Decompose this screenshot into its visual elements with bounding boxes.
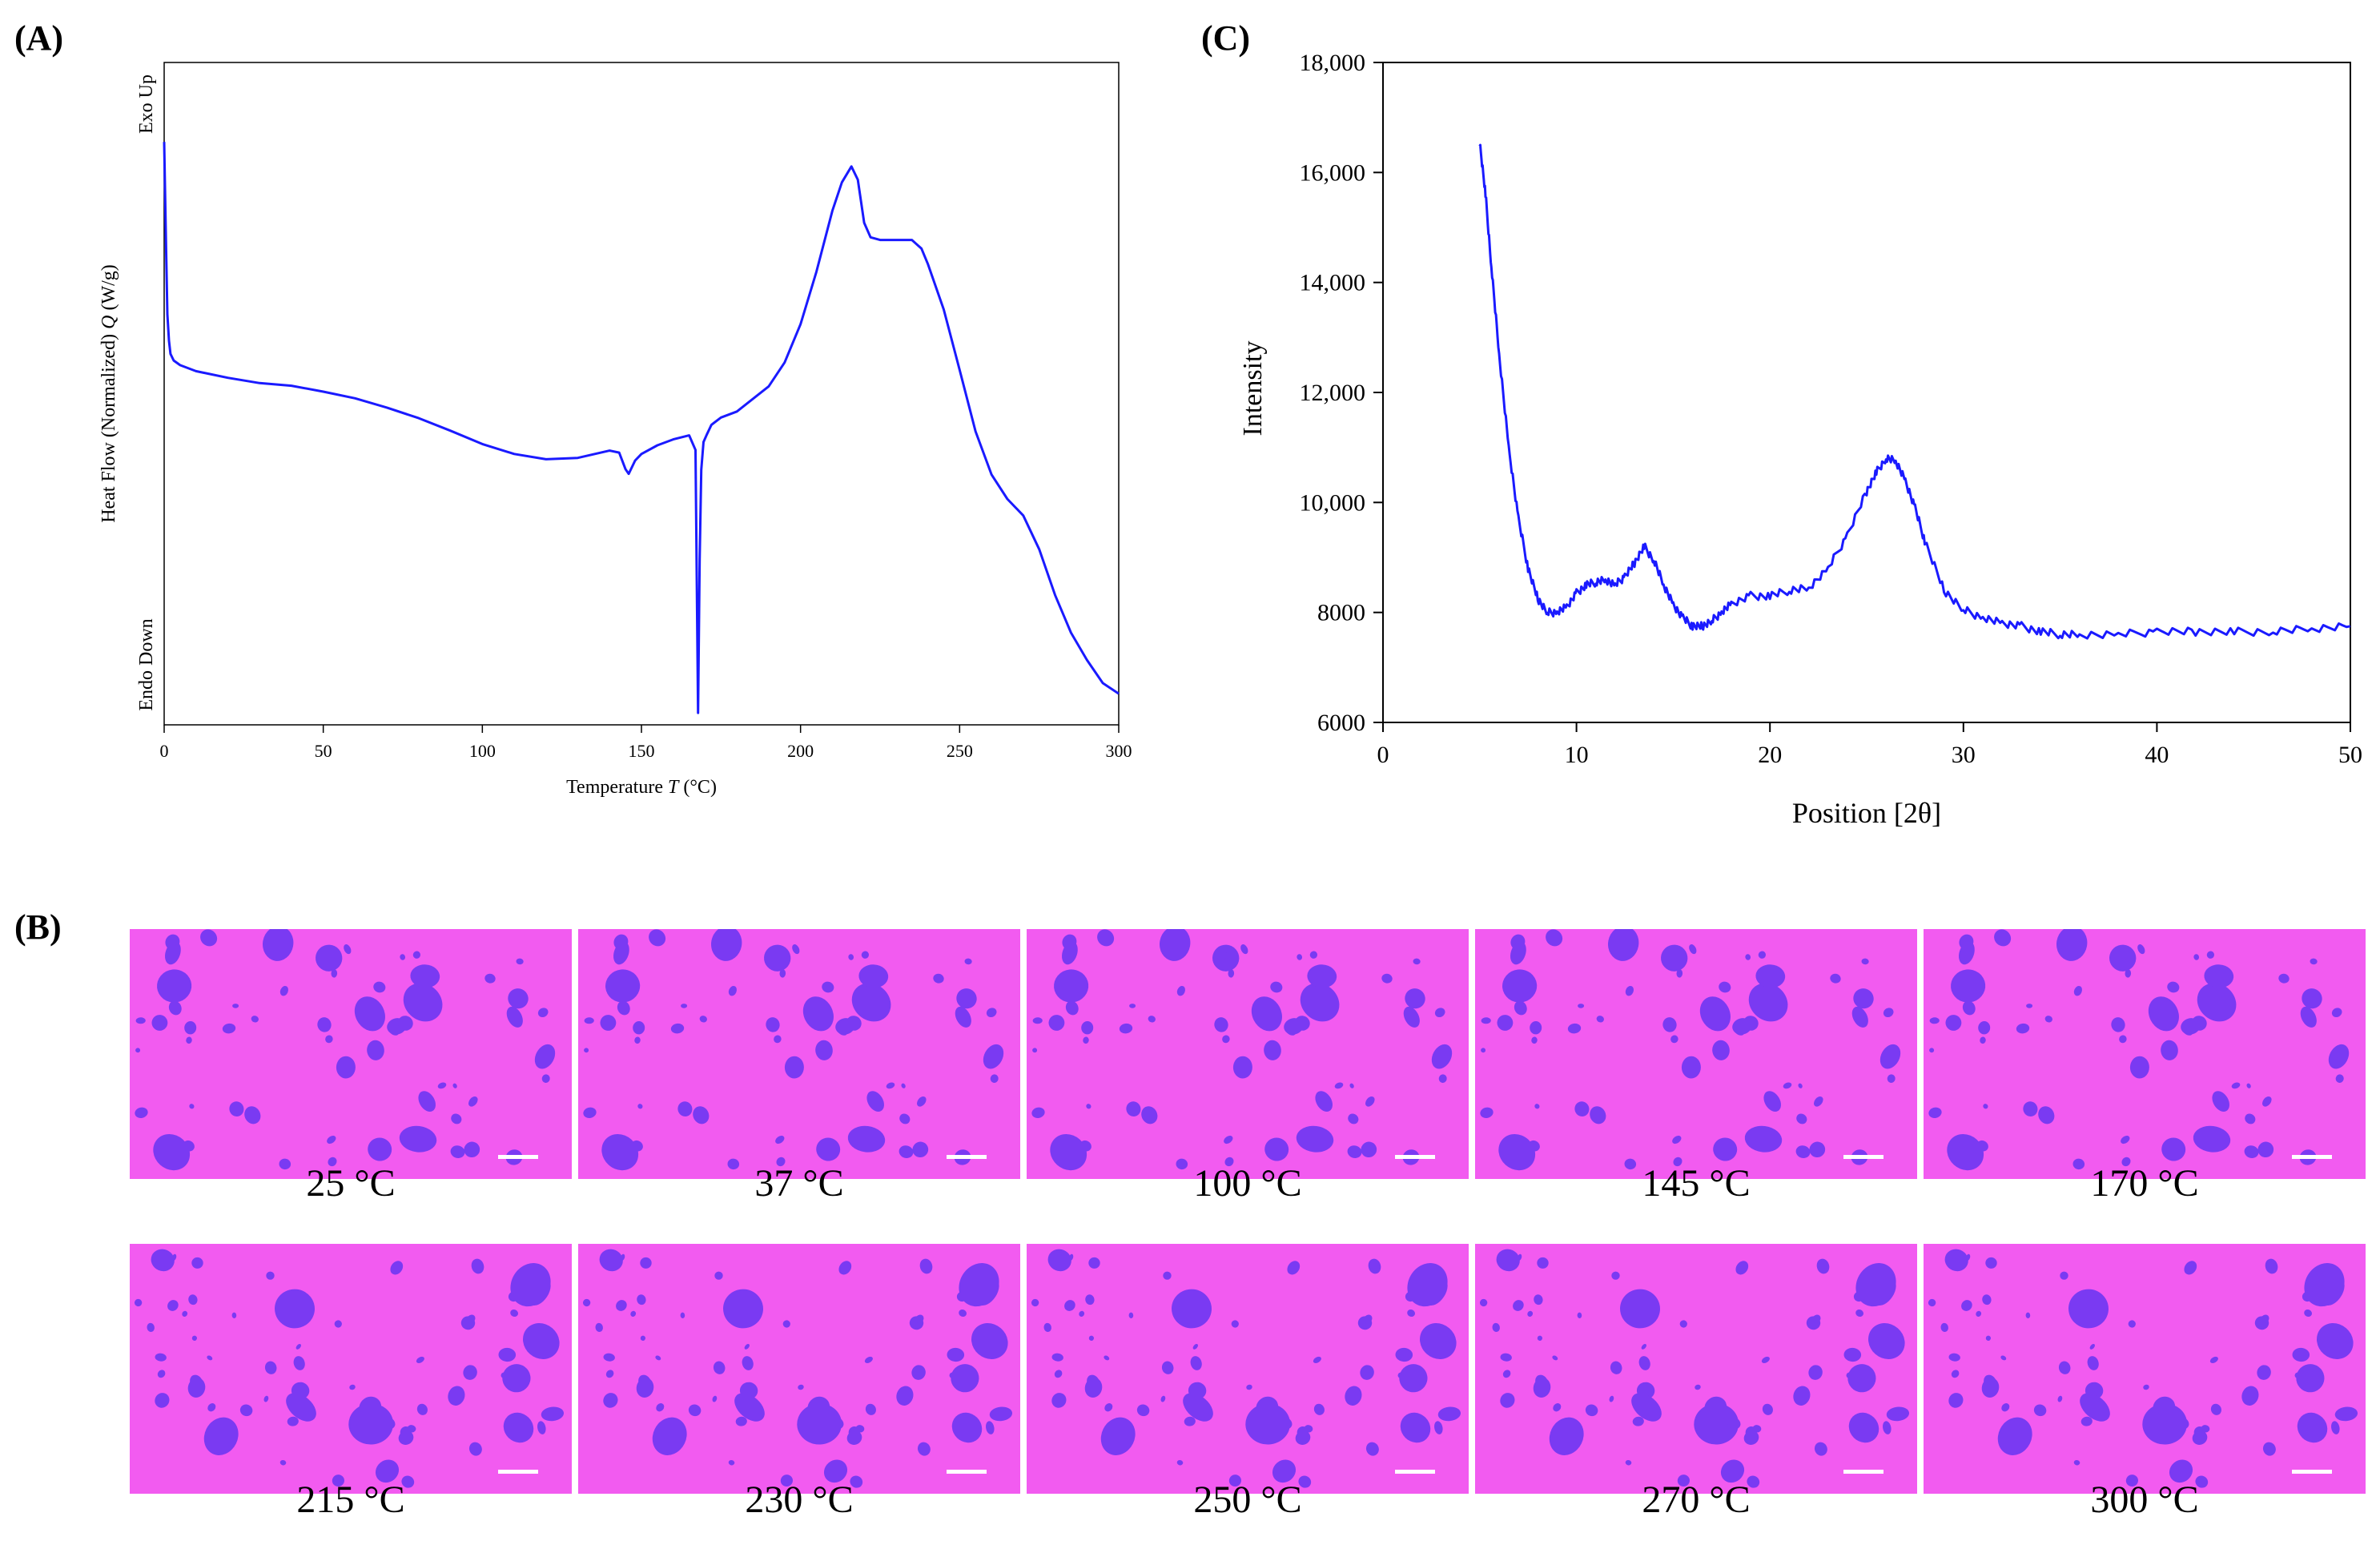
micrograph-image: [1475, 929, 1917, 1179]
dsc-x-tick-label: 300: [1106, 741, 1132, 761]
micrograph-caption: 37 °C: [754, 1162, 844, 1205]
xrd-y-tick-label: 6000: [1317, 710, 1365, 736]
panel-label-c: (C): [1201, 18, 1251, 58]
micrograph-caption: 230 °C: [745, 1479, 854, 1521]
micrograph-caption: 100 °C: [1193, 1162, 1302, 1205]
dsc-x-tick-label: 50: [315, 741, 332, 761]
micrograph-image: [130, 1244, 572, 1494]
xrd-y-tick-label: 14,000: [1300, 270, 1366, 296]
xrd-y-tick-label: 16,000: [1300, 159, 1366, 186]
xrd-x-tick-label: 50: [2338, 742, 2362, 768]
micrograph-10: [1924, 1244, 2366, 1494]
micrograph-caption: 170 °C: [2090, 1162, 2199, 1205]
scale-bar: [1395, 1155, 1435, 1159]
micrograph-image: [1027, 929, 1469, 1179]
micrograph-5: [1924, 929, 2366, 1179]
xrd-x-axis-label: Position [2θ]: [1792, 797, 1941, 829]
xrd-x-tick-label: 40: [2145, 742, 2169, 768]
micrograph-image: [578, 929, 1020, 1179]
dsc-x-tick-label: 250: [947, 741, 973, 761]
xrd-y-tick-label: 12,000: [1300, 380, 1366, 406]
xrd-y-axis-label: Intensity: [1238, 341, 1268, 437]
dsc-x-tick-label: 0: [160, 741, 169, 761]
scale-bar: [1843, 1155, 1883, 1159]
micrograph-1: [130, 929, 572, 1179]
dsc-curve: [163, 142, 1120, 714]
xrd-x-tick-label: 30: [1952, 742, 1976, 768]
xrd-y-tick-label: 10,000: [1300, 489, 1366, 516]
xrd-x-tick-label: 20: [1758, 742, 1782, 768]
micrograph-3: [1027, 929, 1469, 1179]
dsc-plot-frame: [163, 62, 1120, 726]
dsc-y-axis-label: Heat Flow (Normalized) Q (W/g): [98, 264, 119, 523]
dsc-exo-up-label: Exo Up: [136, 74, 157, 134]
panel-label-b: (B): [14, 907, 62, 947]
micrograph-4: [1475, 929, 1917, 1179]
scale-bar: [2292, 1470, 2332, 1474]
micrograph-caption: 145 °C: [1642, 1162, 1751, 1205]
xrd-curve: [1478, 143, 2351, 640]
scale-bar: [2292, 1155, 2332, 1159]
micrograph-caption: 270 °C: [1642, 1479, 1751, 1521]
micrograph-8: [1027, 1244, 1469, 1494]
micrograph-7: [578, 1244, 1020, 1494]
scale-bar: [498, 1155, 538, 1159]
micrograph-caption: 215 °C: [296, 1479, 405, 1521]
micrograph-image: [1924, 1244, 2366, 1494]
dsc-x-axis-label: Temperature T (°C): [566, 777, 717, 798]
dsc-endo-down-label: Endo Down: [136, 618, 157, 710]
xrd-x-tick-label: 10: [1565, 742, 1589, 768]
xrd-x-tick-label: 0: [1377, 742, 1389, 768]
micrograph-image: [1924, 929, 2366, 1179]
scale-bar: [947, 1155, 987, 1159]
scale-bar: [1843, 1470, 1883, 1474]
micrograph-image: [1027, 1244, 1469, 1494]
xrd-y-tick-label: 18,000: [1300, 50, 1366, 76]
panel-label-a: (A): [14, 18, 64, 58]
micrograph-image: [130, 929, 572, 1179]
scale-bar: [498, 1470, 538, 1474]
scale-bar: [947, 1470, 987, 1474]
micrograph-2: [578, 929, 1020, 1179]
micrograph-6: [130, 1244, 572, 1494]
scale-bar: [1395, 1470, 1435, 1474]
micrograph-9: [1475, 1244, 1917, 1494]
micrograph-caption: 250 °C: [1193, 1479, 1302, 1521]
dsc-x-tick-label: 150: [629, 741, 655, 761]
xrd-y-tick-label: 8000: [1317, 600, 1365, 626]
micrograph-image: [1475, 1244, 1917, 1494]
dsc-x-tick-label: 200: [787, 741, 814, 761]
micrograph-caption: 300 °C: [2090, 1479, 2199, 1521]
dsc-x-tick-label: 100: [469, 741, 496, 761]
micrograph-image: [578, 1244, 1020, 1494]
micrograph-caption: 25 °C: [306, 1162, 396, 1205]
xrd-plot-frame: [1382, 62, 2351, 723]
